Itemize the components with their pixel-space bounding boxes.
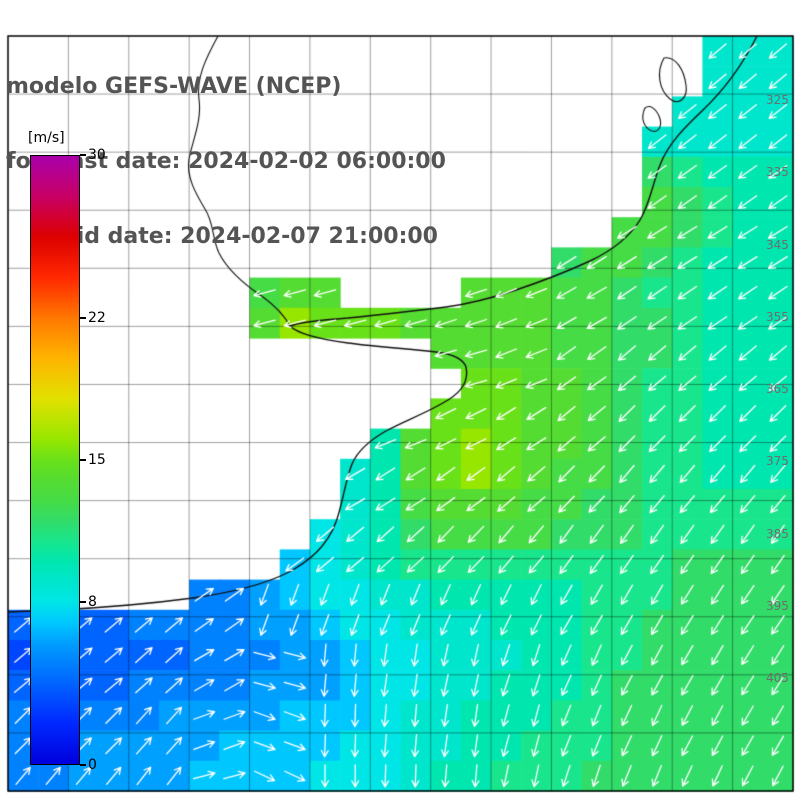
colorbar-tick-label: 15	[88, 452, 106, 468]
colorbar-unit-label: [m/s]	[28, 130, 65, 146]
colorbar-tick-mark	[80, 601, 86, 604]
colorbar-tick-mark	[80, 764, 86, 766]
grid-label-right: 395	[766, 598, 789, 613]
grid-label-right: 385	[766, 526, 789, 541]
colorbar-tick-label: 0	[88, 757, 97, 773]
grid-label-right: 405	[766, 671, 789, 685]
grid-label-right: 325	[766, 93, 789, 107]
grid-label-right: 375	[766, 454, 789, 469]
grid-label-right: 365	[766, 382, 789, 396]
grid-label-right: 335	[766, 165, 789, 180]
grid-label-right: 345	[766, 237, 789, 252]
valid-date-label: valid date: 2024-02-07 21:00:00	[40, 224, 438, 249]
colorbar-tick-mark	[80, 154, 86, 156]
colorbar-tick-label: 30	[88, 147, 106, 163]
colorbar-tick-mark	[80, 316, 86, 319]
grid-label-right: 355	[766, 309, 789, 324]
colorbar-gradient	[30, 155, 80, 765]
model-title: modelo GEFS-WAVE (NCEP)	[6, 74, 342, 99]
colorbar-tick-mark	[80, 459, 86, 461]
colorbar-tick-label: 22	[88, 309, 106, 326]
colorbar-tick-label: 8	[88, 594, 97, 611]
